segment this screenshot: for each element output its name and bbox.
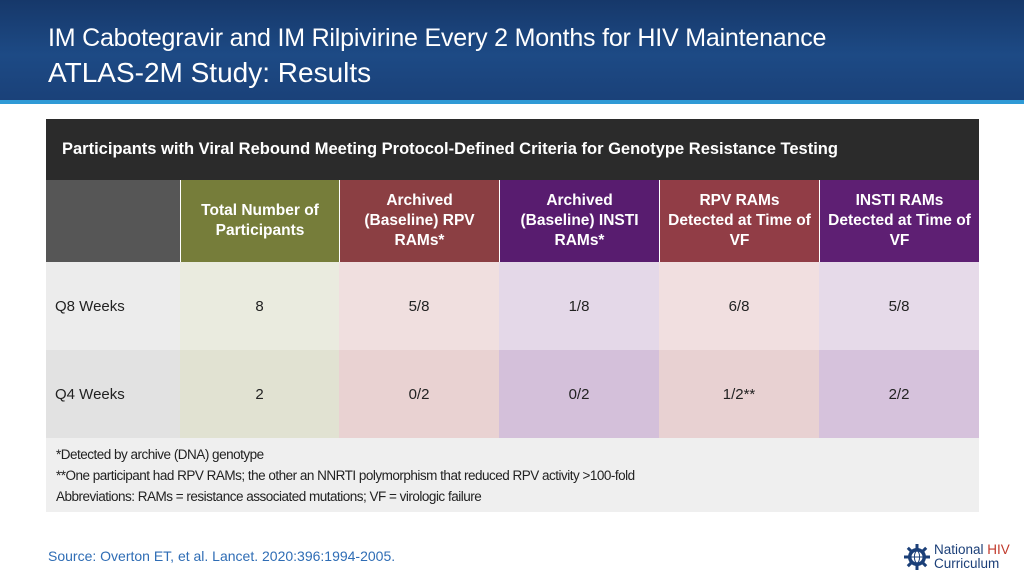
footnote-abbreviations: Abbreviations: RAMs = resistance associa… — [56, 489, 482, 504]
table-cell: 5/8 — [339, 262, 499, 350]
column-header-insti-vf: INSTI RAMs Detected at Time of VF — [819, 180, 979, 262]
column-header-total: Total Number of Participants — [180, 180, 339, 262]
footnote-archive: *Detected by archive (DNA) genotype — [56, 447, 264, 462]
column-header-archived-rpv: Archived (Baseline) RPV RAMs* — [339, 180, 499, 262]
logo-word-national: National — [934, 542, 984, 557]
header-divider — [0, 100, 1024, 104]
row-label-q8: Q8 Weeks — [46, 262, 180, 350]
table-cell: 8 — [180, 262, 339, 350]
slide-header — [0, 0, 1024, 100]
table-banner: Participants with Viral Rebound Meeting … — [46, 119, 979, 180]
slide-subtitle: ATLAS-2M Study: Results — [48, 57, 372, 88]
footnotes: *Detected by archive (DNA) genotype **On… — [46, 438, 979, 512]
logo-text: National HIV Curriculum — [934, 543, 1010, 571]
results-table: Total Number of Participants Archived (B… — [46, 180, 979, 438]
table-cell: 5/8 — [819, 262, 979, 350]
row-label-q4: Q4 Weeks — [46, 350, 180, 438]
slide-title: IM Cabotegravir and IM Rilpivirine Every… — [48, 24, 827, 52]
national-hiv-curriculum-logo: National HIV Curriculum — [903, 541, 1018, 573]
column-header-archived-insti: Archived (Baseline) INSTI RAMs* — [499, 180, 659, 262]
table-cell: 6/8 — [659, 262, 819, 350]
table-corner-cell — [46, 180, 180, 262]
table-cell: 2 — [180, 350, 339, 438]
table-cell: 1/2** — [659, 350, 819, 438]
logo-word-curriculum: Curriculum — [934, 556, 1000, 571]
footnote-participant: **One participant had RPV RAMs; the othe… — [56, 468, 635, 483]
table-cell: 0/2 — [339, 350, 499, 438]
column-header-rpv-vf: RPV RAMs Detected at Time of VF — [659, 180, 819, 262]
table-cell: 2/2 — [819, 350, 979, 438]
source-citation: Source: Overton ET, et al. Lancet. 2020:… — [48, 548, 396, 564]
table-cell: 0/2 — [499, 350, 659, 438]
table-cell: 1/8 — [499, 262, 659, 350]
logo-word-hiv: HIV — [987, 542, 1010, 557]
gear-globe-icon — [904, 544, 930, 570]
